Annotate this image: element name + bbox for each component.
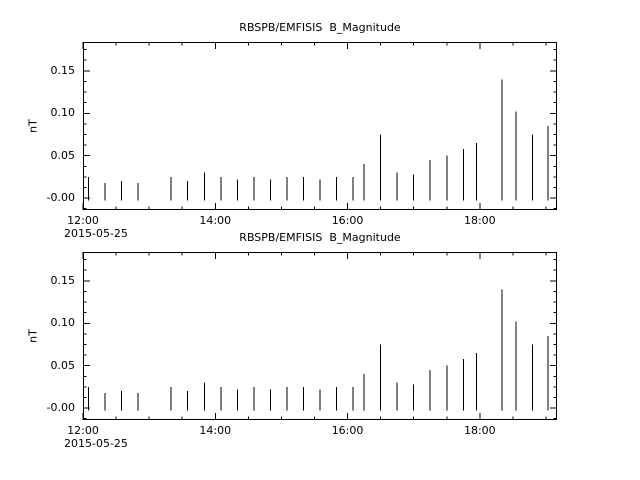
x-tick-label: 14:00 [199, 424, 232, 437]
axes-frame [83, 252, 557, 420]
x-tick-label: 16:00 [331, 424, 364, 437]
x-tick-label: 12:00 [67, 424, 99, 437]
x-tick-label: 12:00 [67, 214, 99, 227]
y-tick-label: 0.10 [50, 106, 76, 120]
y-tick-label: 0.05 [50, 148, 76, 162]
y-tick-label: 0.10 [50, 316, 76, 330]
y-axis-label: nT [26, 119, 40, 133]
plot-title: RBSPB/EMFISIS B_Magnitude [239, 231, 401, 244]
y-tick-label: 0.15 [50, 273, 76, 287]
x-axis-date-label: 2015-05-25 [64, 227, 128, 240]
x-tick-label: 18:00 [463, 214, 496, 227]
plot-title: RBSPB/EMFISIS B_Magnitude [239, 21, 401, 34]
x-tick-label: 18:00 [463, 424, 496, 437]
y-axis-label: nT [26, 329, 40, 343]
plot-bottom: RBSPB/EMFISIS B_Magnitude nT 2015-05-25 … [27, 231, 557, 450]
plot-area [82, 42, 557, 210]
y-tick-label: -0.00 [46, 191, 75, 205]
x-axis-date-label: 2015-05-25 [64, 437, 128, 450]
plot-top: RBSPB/EMFISIS B_Magnitude nT 2015-05-25 … [27, 21, 557, 240]
y-tick-label: 0.15 [50, 63, 76, 77]
axes-frame [83, 42, 557, 210]
y-tick-label: 0.05 [50, 358, 76, 372]
plot-area [82, 252, 557, 420]
x-tick-label: 16:00 [331, 214, 364, 227]
x-tick-label: 14:00 [199, 214, 232, 227]
y-tick-label: -0.00 [46, 401, 75, 415]
